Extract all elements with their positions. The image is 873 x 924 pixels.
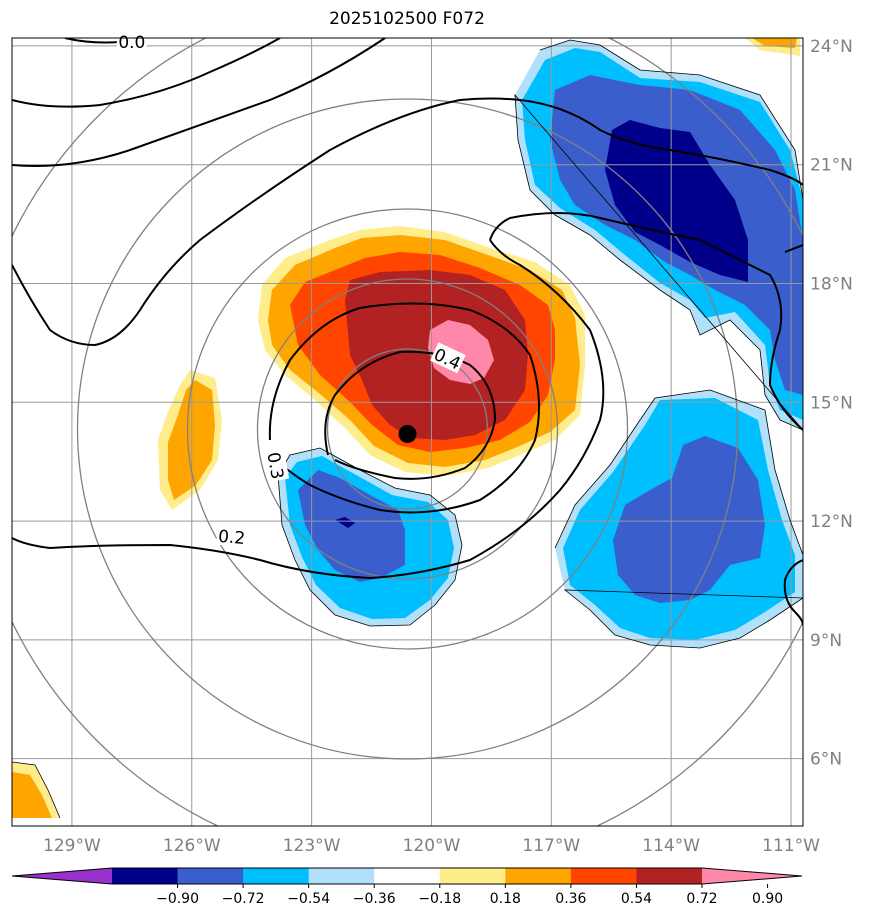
lon-tick-label: 111°W [762,836,820,856]
contour-label-0.0: 0.0 [116,30,147,53]
lat-tick-label: 15°N [810,393,853,413]
contour-east-loop [489,212,803,431]
contour-east-loop-b [12,239,605,580]
colorbar-tick-label: 0.90 [752,891,783,907]
svg-text:0.0: 0.0 [118,33,145,53]
lat-tick-label: 18°N [810,275,853,295]
colorbar-tick-label: −0.18 [418,891,461,907]
range-ring-4 [76,98,739,760]
colorbar-segment [243,868,310,884]
colorbar-segment [505,868,572,884]
colorbar-tick-label: −0.90 [156,891,199,907]
range-ring-2 [256,278,559,580]
colorbar-tick-label: 0.54 [621,891,652,907]
map-title: 2025102500 F072 [329,9,485,29]
colorbar-segment [636,868,703,884]
colorbar-tick-label: 0.18 [490,891,521,907]
range-ring-1 [326,348,489,510]
colorbar-segment [177,868,244,884]
colorbar-outline [11,867,803,885]
outline-bottomleft [12,761,61,819]
longitude-labels: 129°W 126°W 123°W 120°W 117°W 114°W 111°W [43,836,820,856]
contour-upper-1 [12,38,281,108]
shade-sw-dark [335,517,355,528]
svg-text:0.3: 0.3 [262,451,286,481]
colorbar-segment [308,868,375,884]
contour-0.4 [324,350,497,480]
lat-tick-label: 24°N [810,37,853,57]
colorbar: −0.90 −0.72 −0.54 −0.36 −0.18 0.18 0.36 0.54 0.7… [11,867,803,907]
lon-tick-label: 129°W [43,836,101,856]
lon-tick-label: 126°W [163,836,221,856]
outline-se [554,389,803,649]
contour-upper-2 [12,38,386,167]
lat-tick-label: 9°N [810,631,842,651]
contour-label-0.3: 0.3 [262,448,290,482]
lon-tick-label: 120°W [403,836,461,856]
contour-lines [12,38,803,626]
range-rings [12,38,803,826]
svg-text:0.2: 0.2 [217,527,246,549]
colorbar-segment [570,868,637,884]
contour-west-loop [12,97,803,347]
colorbar-segment [112,868,179,884]
lon-tick-label: 117°W [522,836,580,856]
colorbar-extend-high [702,868,802,884]
shading-outlines [12,39,803,819]
contour-label-0.4: 0.4 [430,342,466,374]
lon-tick-label: 114°W [642,836,700,856]
colorbar-tick-label: −0.54 [287,891,330,907]
latitude-labels: 24°N 21°N 18°N 15°N 12°N 9°N 6°N [810,37,853,770]
map-frame [11,37,804,827]
shade-se-medium [613,436,765,603]
shade-center-pink [428,320,494,384]
storm-center-marker [398,424,417,443]
colorbar-segment [439,868,506,884]
colorbar-segment [374,868,441,884]
colorbar-tick-label: 0.36 [555,891,586,907]
range-ring-3 [186,208,629,650]
contour-se-corner [783,559,803,626]
outline-sw [277,447,463,627]
colorbar-tick-label: −0.72 [222,891,265,907]
lat-tick-label: 12°N [810,512,853,532]
contour-labels: 0.4 0.3 0.2 0.0 [116,30,466,549]
contour-0.3 [268,302,540,514]
shade-orange-bottomleft-core [12,772,52,818]
contour-0.0-top [64,38,121,44]
outline-ne [514,39,803,431]
contour-label-0.2: 0.2 [215,524,248,549]
colorbar-tick-label: −0.36 [353,891,396,907]
colorbar-tick-label: 0.72 [686,891,717,907]
shade-ne-dark [605,120,748,282]
lat-tick-label: 6°N [810,750,842,770]
lon-tick-label: 123°W [283,836,341,856]
lat-tick-label: 21°N [810,156,853,176]
colorbar-extend-low [12,868,112,884]
